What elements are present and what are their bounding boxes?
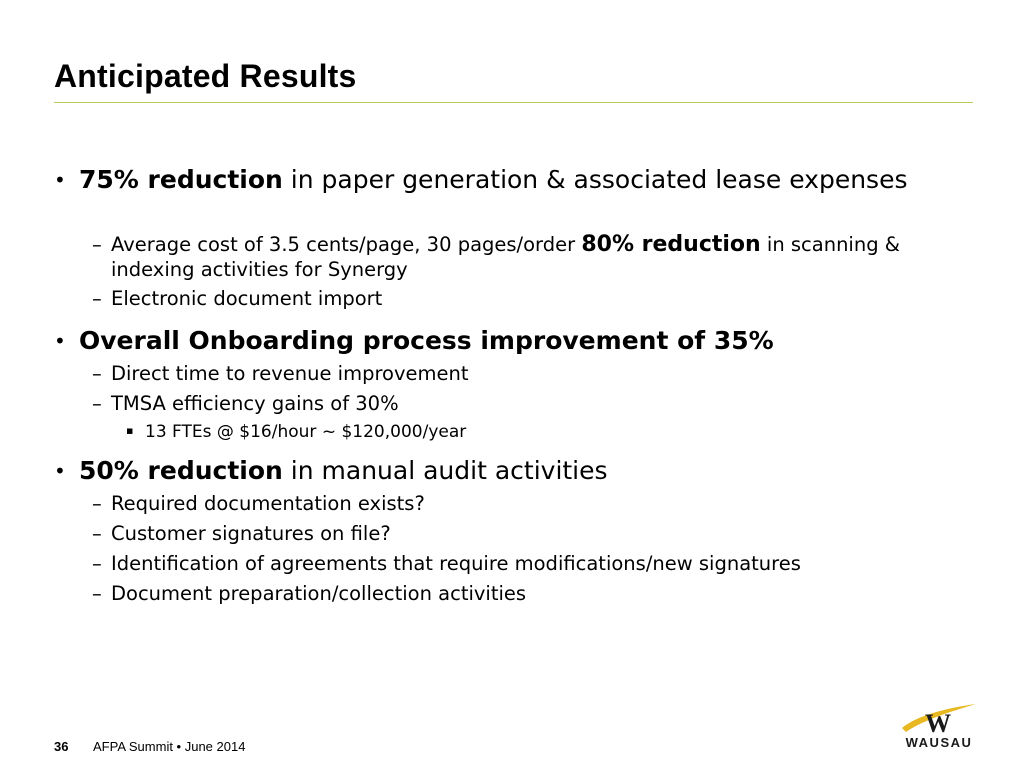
bullet-3-sub-4-text: Document preparation/collection activiti… bbox=[111, 582, 527, 605]
dash-marker: – bbox=[92, 492, 102, 515]
bullet-2-sub-2-text: TMSA efficiency gains of 30% bbox=[111, 392, 399, 415]
bullet-1-sub-1-text: Average cost of 3.5 cents/page, 30 pages… bbox=[111, 233, 582, 256]
title-underline bbox=[54, 102, 973, 103]
bullet-2: • Overall Onboarding process improvement… bbox=[54, 326, 954, 356]
bullet-2-bold: Overall Onboarding process improvement o… bbox=[79, 326, 774, 355]
bullet-3: • 50% reduction in manual audit activiti… bbox=[54, 456, 954, 486]
bullet-marker: • bbox=[54, 459, 66, 483]
logo-letter: W bbox=[925, 709, 951, 738]
bullet-2-sub-2-sub-1-text: 13 FTEs @ $16/hour ~ $120,000/year bbox=[145, 422, 467, 442]
dash-marker: – bbox=[92, 362, 102, 385]
bullet-2-sub-2: – TMSA efficiency gains of 30% bbox=[92, 391, 932, 416]
bullet-3-sub-4: – Document preparation/collection activi… bbox=[92, 581, 932, 606]
bullet-1-sub-1-bold: 80% reduction bbox=[581, 232, 761, 257]
bullet-marker: • bbox=[54, 329, 66, 353]
wausau-logo-text: WAUSAU bbox=[905, 735, 973, 750]
bullet-1-sub-2-text: Electronic document import bbox=[111, 287, 383, 310]
footer-text: AFPA Summit • June 2014 bbox=[93, 739, 246, 754]
bullet-3-sub-1: – Required documentation exists? bbox=[92, 491, 932, 516]
page-number: 36 bbox=[54, 739, 69, 754]
bullet-3-sub-2: – Customer signatures on file? bbox=[92, 521, 932, 546]
dash-marker: – bbox=[92, 287, 102, 310]
bullet-2-sub-1: – Direct time to revenue improvement bbox=[92, 361, 932, 386]
dash-marker: – bbox=[92, 392, 102, 415]
slide-title: Anticipated Results bbox=[54, 58, 357, 94]
logo-swoosh bbox=[902, 704, 976, 732]
bullet-2-sub-1-text: Direct time to revenue improvement bbox=[111, 362, 469, 385]
square-marker: ▪ bbox=[126, 424, 134, 437]
bullet-3-sub-1-text: Required documentation exists? bbox=[111, 492, 425, 515]
dash-marker: – bbox=[92, 582, 102, 605]
bullet-3-bold: 50% reduction bbox=[79, 456, 283, 485]
bullet-3-sub-2-text: Customer signatures on file? bbox=[111, 522, 391, 545]
dash-marker: – bbox=[92, 552, 102, 575]
wausau-logo-icon: W bbox=[902, 704, 976, 738]
bullet-3-sub-3: – Identification of agreements that requ… bbox=[92, 551, 932, 576]
bullet-1-bold: 75% reduction bbox=[79, 165, 283, 194]
bullet-1-text: in paper generation & associated lease e… bbox=[282, 165, 908, 194]
bullet-1-sub-2: – Electronic document import bbox=[92, 286, 932, 311]
bullet-marker: • bbox=[54, 168, 66, 192]
bullet-2-sub-2-sub-1: ▪ 13 FTEs @ $16/hour ~ $120,000/year bbox=[126, 421, 826, 443]
dash-marker: – bbox=[92, 522, 102, 545]
bullet-1-sub-1-after: in scanning & indexing activities for Sy… bbox=[111, 233, 900, 281]
bullet-3-text: in manual audit activities bbox=[282, 456, 608, 485]
bullet-1-sub-1: – Average cost of 3.5 cents/page, 30 pag… bbox=[92, 232, 932, 282]
bullet-1: • 75% reduction in paper generation & as… bbox=[54, 165, 954, 195]
bullet-3-sub-3-text: Identification of agreements that requir… bbox=[111, 552, 801, 575]
dash-marker: – bbox=[92, 233, 102, 256]
